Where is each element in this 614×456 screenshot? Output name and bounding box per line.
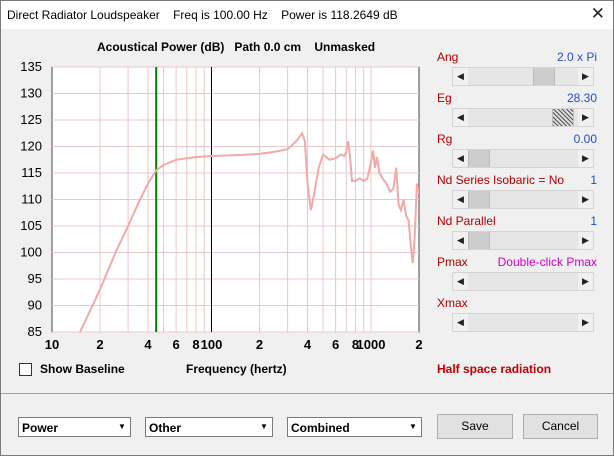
- x-tick-label: 2: [96, 337, 103, 352]
- other-dropdown[interactable]: Other ▼: [145, 417, 273, 437]
- param-nd-parallel-label: Nd Parallel: [437, 214, 496, 228]
- x-tick-label: 8: [192, 337, 199, 352]
- param-nd-series-label: Nd Series Isobaric = No: [437, 173, 565, 187]
- x-tick-label: 6: [172, 337, 179, 352]
- y-tick-label: 135: [20, 59, 42, 74]
- combined-value: Combined: [291, 421, 350, 435]
- combined-dropdown[interactable]: Combined ▼: [287, 417, 422, 437]
- param-xmax-label: Xmax: [437, 296, 468, 310]
- param-pmax-value[interactable]: Double-click Pmax: [497, 255, 597, 269]
- param-pmax-label: Pmax: [437, 255, 468, 269]
- x-tick-label: 4: [304, 337, 312, 352]
- title-bar: Direct Radiator Loudspeaker Freq is 100.…: [1, 1, 613, 29]
- x-tick-label: 4: [144, 337, 152, 352]
- param-eg-slider[interactable]: ◀ ▶: [452, 108, 594, 127]
- y-tick-label: 125: [20, 112, 42, 127]
- slider-thumb[interactable]: [533, 68, 556, 85]
- slider-thumb[interactable]: [468, 232, 490, 249]
- x-tick-label: 1000: [357, 337, 386, 352]
- param-rg-slider[interactable]: ◀ ▶: [452, 149, 594, 168]
- param-ang-slider[interactable]: ◀ ▶: [452, 67, 594, 86]
- param-nd-series-slider[interactable]: ◀ ▶: [452, 190, 594, 209]
- x-axis-label: Frequency (hertz): [186, 362, 287, 376]
- scroll-right-icon[interactable]: ▶: [578, 191, 593, 208]
- scroll-left-icon[interactable]: ◀: [453, 109, 468, 126]
- x-tick-label: 100: [201, 337, 223, 352]
- param-ang-label: Ang: [437, 50, 459, 64]
- y-tick-label: 105: [20, 218, 42, 233]
- param-eg-label: Eg: [437, 91, 452, 105]
- response-curve: [79, 131, 419, 332]
- close-icon[interactable]: ✕: [590, 4, 605, 23]
- y-tick-label: 115: [21, 165, 42, 180]
- scroll-left-icon[interactable]: ◀: [453, 314, 468, 331]
- scroll-right-icon[interactable]: ▶: [578, 273, 593, 290]
- scroll-left-icon[interactable]: ◀: [453, 150, 468, 167]
- chevron-down-icon[interactable]: ▼: [118, 422, 126, 431]
- y-tick-label: 120: [20, 139, 42, 154]
- param-xmax-slider[interactable]: ◀ ▶: [452, 313, 594, 332]
- y-tick-label: 90: [28, 298, 42, 313]
- graph-type-value: Power: [22, 421, 59, 435]
- param-eg-value: 28.30: [566, 91, 597, 105]
- scroll-right-icon[interactable]: ▶: [578, 314, 593, 331]
- window-title: Direct Radiator Loudspeaker Freq is 100.…: [7, 8, 398, 22]
- scroll-right-icon[interactable]: ▶: [578, 232, 593, 249]
- scroll-right-icon[interactable]: ▶: [578, 68, 593, 85]
- x-tick-label: 8: [352, 337, 359, 352]
- graph-type-dropdown[interactable]: Power ▼: [18, 417, 131, 437]
- y-tick-label: 85: [28, 324, 42, 339]
- x-tick-label: 2: [415, 337, 422, 352]
- x-tick-label: 10: [45, 337, 59, 352]
- chevron-down-icon[interactable]: ▼: [409, 422, 417, 431]
- slider-thumb[interactable]: [468, 191, 490, 208]
- scroll-left-icon[interactable]: ◀: [453, 273, 468, 290]
- param-ang-value: 2.0 x Pi: [556, 50, 597, 64]
- slider-thumb[interactable]: [552, 109, 575, 126]
- param-rg-label: Rg: [437, 132, 453, 146]
- save-button[interactable]: Save: [437, 414, 513, 439]
- other-value: Other: [149, 421, 182, 435]
- chevron-down-icon[interactable]: ▼: [260, 422, 268, 431]
- show-baseline-label[interactable]: Show Baseline: [40, 362, 125, 376]
- show-baseline-checkbox[interactable]: [19, 363, 32, 376]
- scroll-right-icon[interactable]: ▶: [578, 150, 593, 167]
- scroll-left-icon[interactable]: ◀: [453, 232, 468, 249]
- x-tick-label: 6: [332, 337, 339, 352]
- param-nd-parallel-slider[interactable]: ◀ ▶: [452, 231, 594, 250]
- y-tick-label: 95: [28, 271, 42, 286]
- graph-title: Acoustical Power (dB) Path 0.0 cm Unmask…: [97, 40, 376, 54]
- scroll-right-icon[interactable]: ▶: [578, 109, 593, 126]
- scroll-left-icon[interactable]: ◀: [453, 68, 468, 85]
- y-tick-label: 100: [20, 245, 42, 260]
- slider-thumb[interactable]: [468, 150, 490, 167]
- x-tick-label: 2: [256, 337, 263, 352]
- param-nd-parallel-value: 1: [590, 214, 597, 228]
- half-space-radiation-label: Half space radiation: [437, 362, 552, 376]
- param-pmax-slider[interactable]: ◀ ▶: [452, 272, 594, 291]
- y-tick-label: 110: [21, 192, 42, 207]
- scroll-left-icon[interactable]: ◀: [453, 191, 468, 208]
- divider: [1, 393, 613, 394]
- cancel-button[interactable]: Cancel: [523, 414, 598, 439]
- param-rg-value: 0.00: [573, 132, 597, 146]
- y-tick-label: 130: [20, 86, 42, 101]
- param-nd-series-value: 1: [590, 173, 597, 187]
